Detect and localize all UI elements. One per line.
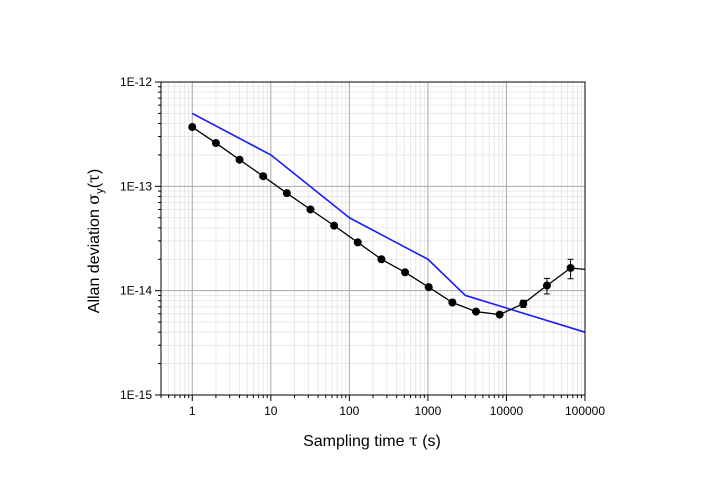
series-2-point xyxy=(401,268,410,277)
y-axis-title-sigma: σ xyxy=(84,194,103,205)
series-2-point xyxy=(424,283,433,292)
series-2-point xyxy=(211,139,220,148)
series-2-point xyxy=(448,298,457,307)
series-layer xyxy=(188,112,586,333)
series-1-line xyxy=(191,112,586,333)
minor-grid xyxy=(160,82,585,395)
x-axis-title-suffix: (s) xyxy=(418,433,441,450)
y-axis-title-paren-open: ( xyxy=(86,182,103,188)
series-2-point xyxy=(259,172,268,181)
series-2-point xyxy=(542,281,551,290)
series-2-line xyxy=(191,126,586,316)
y-axis-title-subscript: y xyxy=(94,188,106,194)
series-2-point xyxy=(495,310,504,319)
series-2-point xyxy=(235,155,244,164)
y-tick-label: 1E-15 xyxy=(120,388,152,402)
series-2-point xyxy=(519,299,528,308)
series-2-point xyxy=(188,123,197,132)
y-axis-title: Allan deviation σy(τ) xyxy=(84,169,106,313)
x-axis-title: Sampling time τ (s) xyxy=(303,431,441,450)
x-tick-label: 1 xyxy=(189,404,196,418)
series-2-point xyxy=(566,263,575,272)
x-axis-title-tau: τ xyxy=(409,431,418,450)
series-2-point xyxy=(353,238,362,247)
tick-labels: 1 10 100 1000 10000 100000 1E-15 1E-14 1E-13 1E-1… xyxy=(120,75,605,418)
series-2-point xyxy=(377,255,386,264)
x-tick-label: 10000 xyxy=(490,404,524,418)
x-tick-label: 100 xyxy=(339,404,359,418)
y-axis-title-paren-close: ) xyxy=(86,169,103,174)
series-2-point xyxy=(472,307,481,316)
x-tick-label: 10 xyxy=(264,404,278,418)
x-tick-label: 100000 xyxy=(565,404,605,418)
axis-ticks xyxy=(155,81,586,401)
series-2-point xyxy=(282,189,291,198)
y-tick-label: 1E-14 xyxy=(120,284,152,298)
x-tick-label: 1000 xyxy=(415,404,442,418)
y-axis-title-prefix: Allan deviation xyxy=(86,205,103,314)
series-2-point xyxy=(330,221,339,230)
y-tick-label: 1E-13 xyxy=(120,179,152,193)
series-2-point xyxy=(306,205,315,214)
x-axis-title-prefix: Sampling time xyxy=(303,433,409,450)
y-axis-title-tau: τ xyxy=(84,174,103,183)
y-tick-label: 1E-12 xyxy=(120,75,152,89)
plot-area: 1 10 100 1000 10000 100000 1E-15 1E-14 1E-13 1E-1… xyxy=(120,75,605,418)
